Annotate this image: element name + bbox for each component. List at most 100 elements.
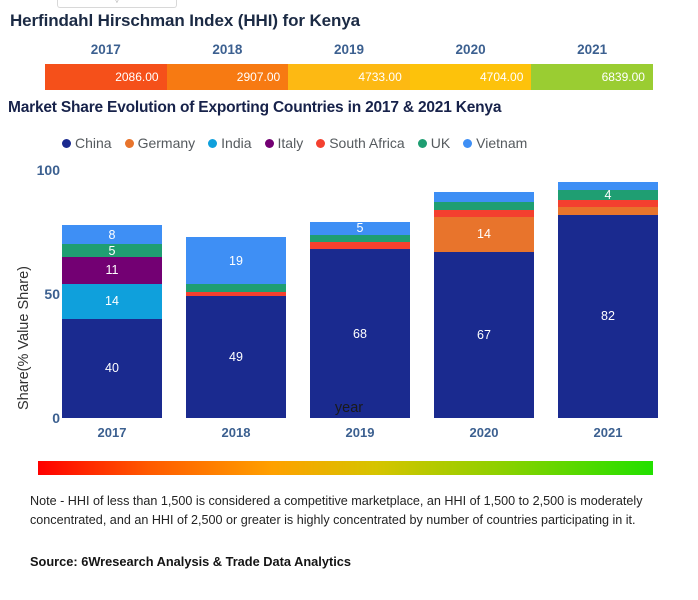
hhi-gradient-scale	[38, 461, 653, 475]
chart-plot-area: Share(% Value Share) 100 50 0 40 14 11 5 8 20…	[0, 160, 698, 440]
bar-segment[interactable]	[558, 199, 658, 208]
bar-segment-value: 82	[601, 309, 615, 324]
bar-segment[interactable]	[558, 182, 658, 190]
bar-segment[interactable]	[186, 284, 286, 292]
bar-segment[interactable]: 49	[186, 296, 286, 418]
legend-label: Vietnam	[476, 135, 528, 151]
legend-item[interactable]: UK	[417, 135, 451, 151]
note-text: Note - HHI of less than 1,500 is conside…	[30, 494, 643, 527]
x-axis-tick: 2019	[345, 425, 375, 440]
stacked-bar[interactable]: 68 5	[310, 222, 410, 418]
bar-segment-value: 14	[477, 227, 491, 242]
hhi-year-header-row: 2017 2018 2019 2020 2021	[45, 41, 653, 59]
x-axis-tick: 2017	[97, 425, 127, 440]
bar-segment[interactable]: 68	[310, 249, 410, 418]
legend-swatch-icon	[62, 138, 71, 148]
bar-column[interactable]: 67 14 2020	[422, 170, 546, 440]
hhi-year-label: 2017	[90, 42, 121, 57]
legend-item[interactable]: Italy	[264, 135, 304, 151]
hhi-value-text: 4704.00	[479, 70, 524, 84]
bar-segment-value: 49	[229, 350, 243, 365]
legend-label: UK	[430, 135, 451, 151]
bar-segment-value: 14	[105, 294, 119, 309]
stacked-bar[interactable]: 49 19	[186, 236, 286, 418]
legend-label: Germany	[137, 135, 196, 151]
legend-swatch-icon	[124, 138, 134, 148]
bar-column[interactable]: 82 4 2021	[546, 170, 670, 440]
stacked-bars-container: 40 14 11 5 8 2017 49 19 2018 68 5 2019 67 14 2020 82 4 20…	[50, 170, 670, 440]
bar-column[interactable]: 40 14 11 5 8 2017	[50, 170, 174, 440]
legend-item[interactable]: Vietnam	[463, 136, 527, 150]
legend-item[interactable]: South Africa	[316, 136, 405, 150]
bar-segment[interactable]: 4	[558, 187, 658, 202]
bar-segment[interactable]: 8	[62, 224, 162, 245]
bar-segment[interactable]: 5	[310, 221, 410, 236]
y-axis-tick-100: 100	[36, 162, 60, 178]
legend-label: India	[221, 135, 252, 151]
y-axis-tick-0: 0	[52, 410, 60, 426]
x-axis-tick: 2021	[593, 425, 623, 440]
hhi-value-segment: 4704.00	[409, 64, 532, 90]
stacked-bar[interactable]: 67 14	[434, 192, 534, 418]
bar-segment-value: 19	[229, 253, 243, 268]
hhi-value-text: 6839.00	[601, 70, 645, 84]
hhi-title: Herfindahl Hirschman Index (HHI) for Ken…	[10, 11, 361, 30]
hhi-value-text: 2907.00	[236, 70, 281, 84]
bar-column[interactable]: 49 19 2018	[174, 170, 298, 440]
legend-item[interactable]: India	[208, 135, 252, 151]
market-share-title: Market Share Evolution of Exporting Coun…	[8, 99, 502, 116]
bar-segment-value: 40	[105, 361, 119, 376]
bar-segment[interactable]: 14	[62, 284, 162, 319]
legend-swatch-icon	[463, 138, 473, 148]
hhi-value-text: 4733.00	[358, 70, 402, 84]
hhi-value-bar: 2086.00 2907.00 4733.00 4704.00 6839.00	[45, 64, 653, 90]
legend-item[interactable]: China	[62, 136, 112, 150]
bar-segment-value: 67	[477, 327, 491, 342]
bar-segment[interactable]: 11	[62, 256, 162, 285]
hhi-value-segment: 2086.00	[45, 64, 167, 90]
bar-segment-value: 8	[108, 227, 116, 242]
bar-segment[interactable]: 19	[186, 236, 286, 285]
legend-label: South Africa	[329, 135, 405, 151]
legend-swatch-icon	[264, 138, 274, 148]
bar-segment[interactable]: 14	[434, 217, 534, 252]
legend-swatch-icon	[417, 138, 427, 148]
bar-segment[interactable]	[434, 202, 534, 210]
bar-segment-value: 11	[105, 263, 119, 278]
legend-label: Italy	[277, 135, 304, 151]
y-axis-tick-50: 50	[44, 286, 60, 302]
bar-segment[interactable]: 67	[434, 251, 534, 418]
hhi-year-label: 2018	[212, 42, 243, 57]
stacked-bar[interactable]: 40 14 11 5 8	[62, 224, 162, 418]
bar-segment[interactable]	[310, 241, 410, 250]
hhi-year-label: 2019	[333, 42, 364, 57]
hhi-value-segment: 6839.00	[531, 64, 653, 90]
bar-segment[interactable]	[310, 234, 410, 242]
bar-segment[interactable]: 5	[62, 243, 162, 258]
hhi-value-segment: 2907.00	[166, 64, 289, 90]
hhi-year-label: 2020	[455, 42, 486, 57]
toolbar-fragment[interactable]: ▽	[57, 0, 177, 8]
stacked-bar[interactable]: 82 4	[558, 182, 658, 418]
bar-segment[interactable]	[186, 291, 286, 297]
bar-segment-value: 4	[604, 187, 612, 202]
bar-segment[interactable]	[434, 209, 534, 218]
x-axis-label: year	[334, 400, 364, 416]
legend-item[interactable]: Germany	[124, 135, 196, 151]
bar-segment[interactable]: 82	[558, 214, 658, 418]
bar-segment-value: 5	[108, 243, 116, 258]
bar-segment[interactable]: 40	[62, 318, 162, 418]
bar-segment[interactable]	[558, 207, 658, 215]
bar-column[interactable]: 68 5 2019	[298, 170, 422, 440]
chart-legend: China Germany India Italy South Africa UK Viet…	[62, 136, 527, 150]
source-text: Source: 6Wresearch Analysis & Trade Data…	[30, 554, 352, 569]
x-axis-tick: 2018	[221, 425, 251, 440]
hhi-value-text: 2086.00	[115, 70, 159, 84]
chevron-down-icon: ▽	[114, 0, 120, 4]
hhi-value-segment: 4733.00	[288, 64, 410, 90]
x-axis-tick: 2020	[469, 425, 499, 440]
bar-segment[interactable]	[434, 192, 534, 203]
legend-swatch-icon	[208, 138, 218, 148]
legend-label: China	[75, 135, 112, 151]
bar-segment-value: 5	[356, 221, 364, 236]
